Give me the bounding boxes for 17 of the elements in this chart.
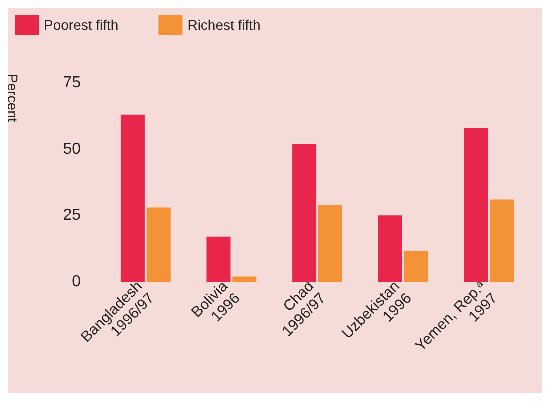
bar	[146, 208, 171, 282]
y-tick-label: 50	[63, 140, 82, 158]
y-axis-title: Percent	[5, 74, 21, 122]
bar	[318, 205, 342, 282]
bar	[404, 251, 428, 282]
y-tick-label: 75	[63, 74, 82, 92]
y-tick-label: 0	[72, 274, 82, 290]
bar	[232, 276, 257, 282]
bar	[490, 200, 514, 282]
bar	[464, 128, 488, 282]
bar	[206, 236, 231, 282]
bar	[120, 114, 145, 282]
legend-label: Richest fifth	[188, 17, 261, 33]
bar	[292, 144, 317, 282]
bar	[378, 216, 402, 282]
y-tick-label: 25	[63, 207, 82, 224]
legend-label: Poorest fifth	[44, 17, 119, 33]
